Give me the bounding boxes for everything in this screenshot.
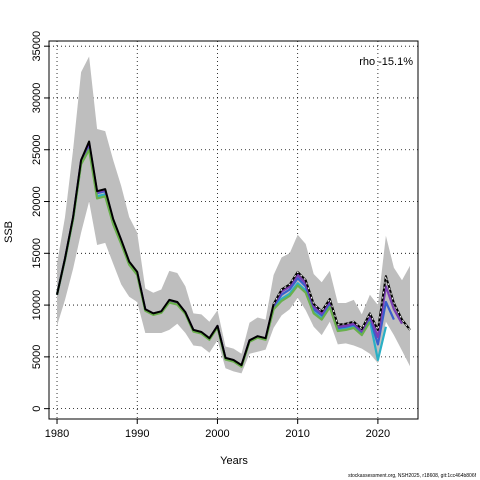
footer-credit: stockassessment.org, NSH2025, r18608, gi… (348, 473, 476, 479)
y-tick-label-20000: 20000 (31, 186, 43, 217)
x-tick-label-2000: 2000 (205, 428, 229, 440)
y-tick-label-0: 0 (31, 406, 43, 412)
y-tick-label-15000: 15000 (31, 238, 43, 269)
y-tick-label-30000: 30000 (31, 83, 43, 114)
y-tick-label-5000: 5000 (31, 345, 43, 369)
y-axis: 0 5000 10000 15000 20000 25000 30000 35000 (31, 31, 49, 412)
y-tick-label-25000: 25000 (31, 134, 43, 165)
y-tick-label-10000: 10000 (31, 290, 43, 321)
series-line-main (56, 140, 411, 367)
rho-annotation: rho -15.1% (359, 56, 413, 68)
y-tick-label-35000: 35000 (31, 31, 43, 62)
x-axis: 1980 1990 2000 2010 2020 (45, 419, 390, 440)
plot-frame (48, 40, 419, 420)
x-axis-label: Years (220, 455, 248, 467)
x-tick-label-1990: 1990 (125, 428, 149, 440)
x-tick-label-1980: 1980 (45, 428, 69, 440)
x-tick-label-2010: 2010 (285, 428, 309, 440)
y-axis-label: SSB (3, 221, 15, 243)
confidence-band-area (57, 56, 410, 374)
x-tick-label-2020: 2020 (366, 428, 390, 440)
confidence-band (57, 56, 410, 374)
series-lines (55, 140, 411, 368)
